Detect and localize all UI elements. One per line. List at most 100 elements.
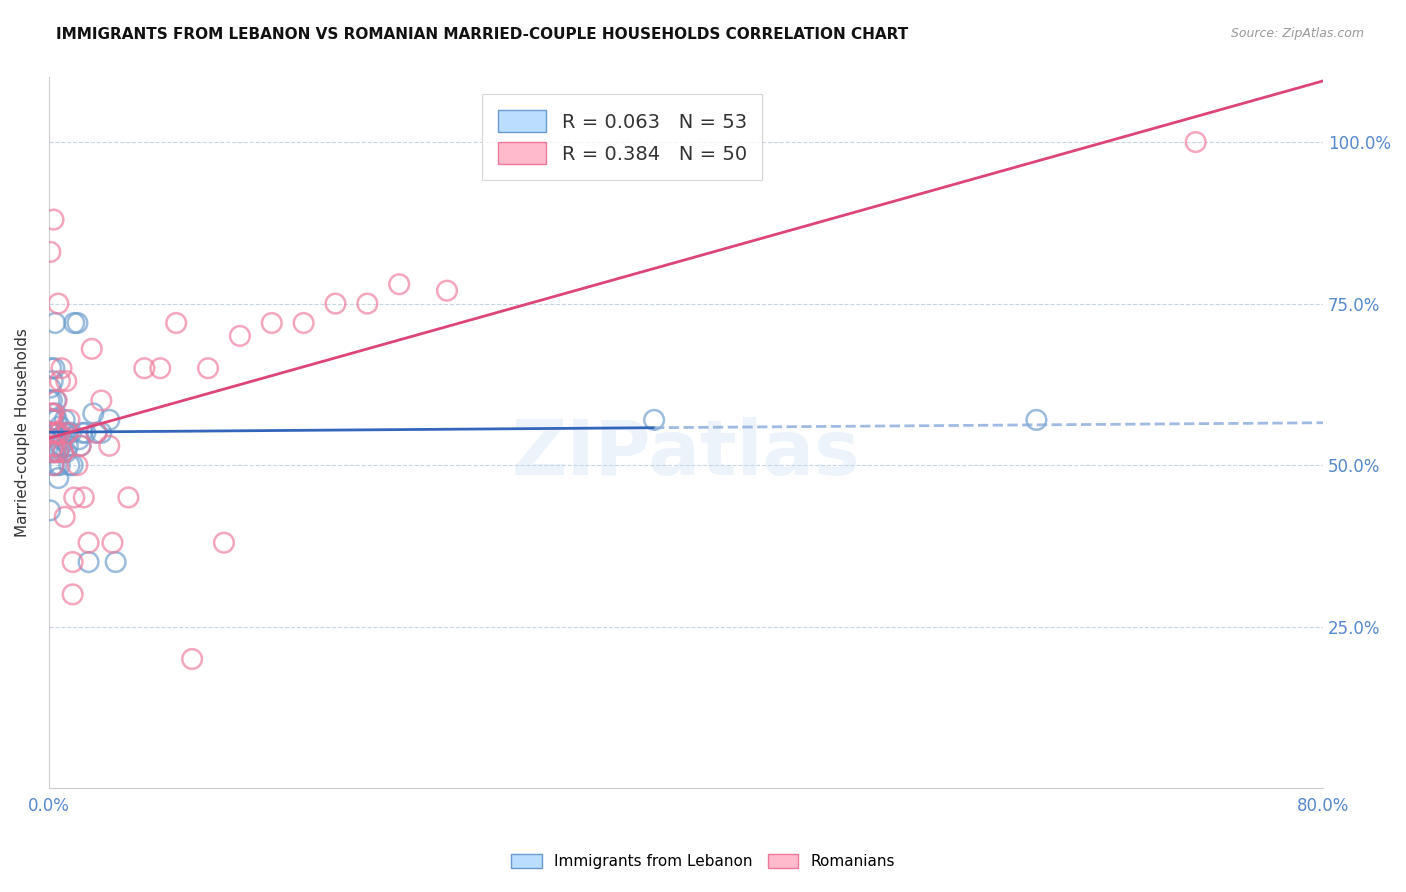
Point [229, 329, 252, 343]
Point [46, 445, 69, 459]
Point [117, 491, 139, 505]
Point [55, 445, 77, 459]
Point [39, 445, 62, 459]
Point [356, 296, 378, 310]
Point [44, 445, 66, 459]
Point [62, 555, 84, 569]
Point [90, 425, 112, 440]
Point [41, 393, 63, 408]
Point [44, 445, 66, 459]
Point [80, 342, 103, 356]
Point [45, 393, 67, 408]
Point [1184, 135, 1206, 149]
Point [292, 316, 315, 330]
Point [45, 439, 67, 453]
Point [44, 316, 66, 330]
Point [325, 296, 347, 310]
Point [42, 445, 65, 459]
Point [73, 491, 96, 505]
Point [149, 361, 172, 376]
Point [49, 419, 72, 434]
Point [63, 316, 86, 330]
Point [56, 425, 79, 440]
Point [44, 425, 66, 440]
Point [90, 393, 112, 408]
Point [42, 425, 65, 440]
Point [101, 535, 124, 549]
Point [69, 439, 91, 453]
Point [643, 413, 665, 427]
Point [436, 284, 458, 298]
Point [67, 432, 90, 446]
Point [46, 296, 69, 310]
Point [45, 425, 67, 440]
Point [39, 244, 62, 259]
Point [44, 425, 66, 440]
Point [39, 381, 62, 395]
Point [46, 471, 69, 485]
Point [42, 458, 65, 472]
Point [77, 555, 100, 569]
Point [39, 361, 62, 376]
Point [104, 555, 127, 569]
Point [39, 407, 62, 421]
Point [58, 458, 80, 472]
Point [38, 425, 60, 440]
Point [39, 503, 62, 517]
Point [42, 212, 65, 227]
Text: ZIPatlas: ZIPatlas [512, 417, 860, 491]
Point [42, 374, 65, 388]
Point [53, 413, 76, 427]
Point [134, 361, 156, 376]
Point [49, 458, 72, 472]
Point [51, 361, 73, 376]
Point [49, 374, 72, 388]
Point [46, 445, 69, 459]
Point [197, 361, 219, 376]
Point [42, 439, 65, 453]
Point [60, 425, 83, 440]
Point [42, 458, 65, 472]
Point [55, 374, 77, 388]
Point [38, 393, 60, 408]
Point [41, 425, 63, 440]
Point [53, 509, 76, 524]
Point [58, 413, 80, 427]
Point [53, 425, 76, 440]
Point [56, 425, 79, 440]
Point [44, 407, 66, 421]
Point [52, 445, 75, 459]
Point [51, 439, 73, 453]
Point [66, 458, 89, 472]
Point [56, 439, 79, 453]
Point [41, 413, 63, 427]
Text: Source: ZipAtlas.com: Source: ZipAtlas.com [1230, 27, 1364, 40]
Point [46, 425, 69, 440]
Y-axis label: Married-couple Households: Married-couple Households [15, 328, 30, 537]
Point [70, 425, 93, 440]
Point [63, 491, 86, 505]
Point [98, 413, 121, 427]
Point [69, 439, 91, 453]
Point [82, 407, 104, 421]
Point [51, 432, 73, 446]
Point [42, 413, 65, 427]
Point [181, 652, 204, 666]
Point [45, 393, 67, 408]
Point [75, 425, 97, 440]
Legend: Immigrants from Lebanon, Romanians: Immigrants from Lebanon, Romanians [505, 848, 901, 875]
Point [45, 458, 67, 472]
Text: IMMIGRANTS FROM LEBANON VS ROMANIAN MARRIED-COUPLE HOUSEHOLDS CORRELATION CHART: IMMIGRANTS FROM LEBANON VS ROMANIAN MARR… [56, 27, 908, 42]
Point [388, 277, 411, 292]
Point [49, 439, 72, 453]
Point [77, 535, 100, 549]
Point [86, 425, 108, 440]
Point [52, 445, 75, 459]
Point [1025, 413, 1047, 427]
Point [165, 316, 187, 330]
Point [260, 316, 283, 330]
Point [62, 587, 84, 601]
Point [66, 316, 89, 330]
Point [86, 425, 108, 440]
Point [98, 439, 121, 453]
